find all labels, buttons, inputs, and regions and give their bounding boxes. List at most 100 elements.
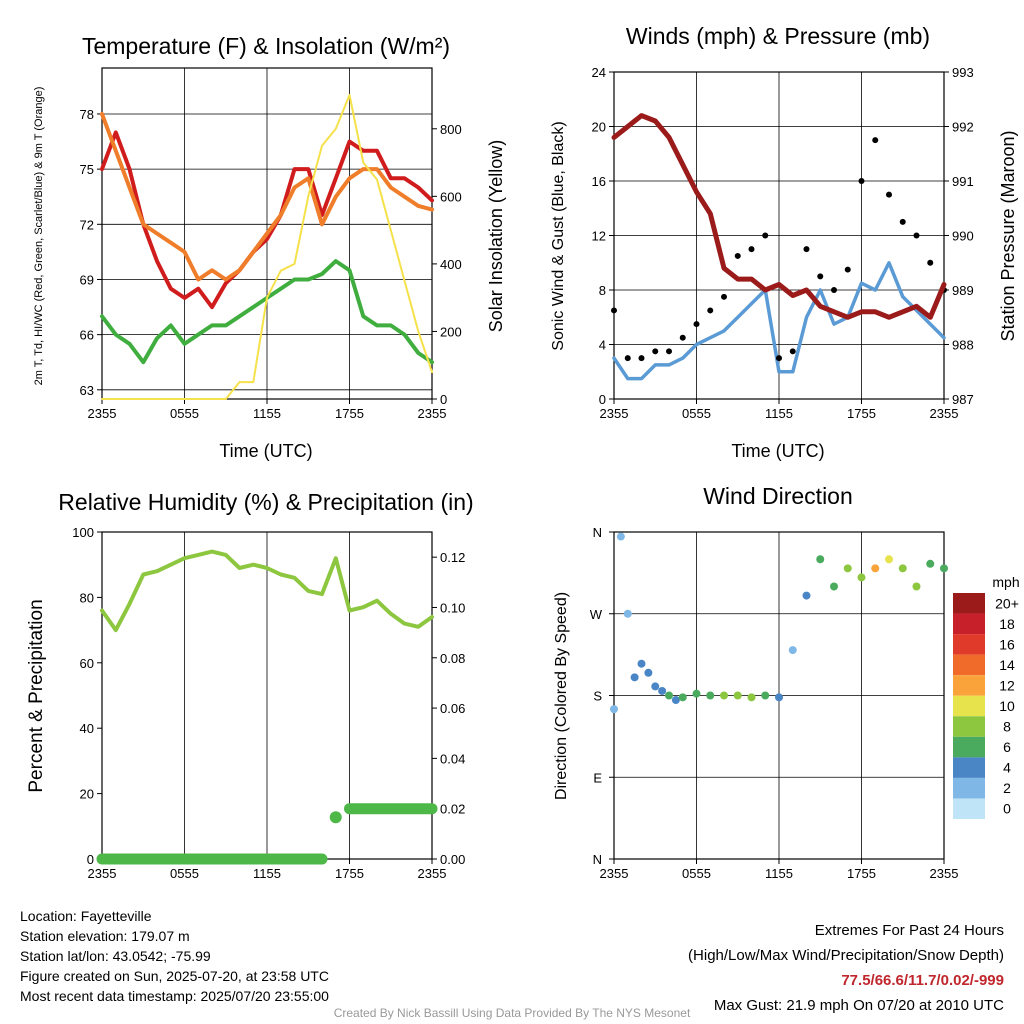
direction-point	[671, 696, 680, 705]
colorbar-level-label: 20+	[995, 595, 1019, 611]
gust-point	[872, 137, 879, 144]
gust-point	[858, 178, 865, 184]
gust-point	[638, 355, 645, 362]
gust-point	[693, 321, 700, 328]
y-tick-label: 100	[72, 525, 94, 540]
y2-tick-label: 0.04	[440, 751, 465, 766]
colorbar-level-label: 6	[1003, 739, 1011, 755]
series-2m-t	[100, 130, 434, 310]
colorbar-swatch	[953, 593, 985, 614]
y-tick-label: 12	[592, 229, 606, 244]
x-tick-label: 1755	[335, 866, 364, 881]
colorbar-level-label: 8	[1003, 719, 1011, 735]
created-text: Figure created on Sun, 2025-07-20, at 23…	[20, 968, 329, 984]
y-tick-label: 40	[80, 721, 94, 736]
y-tick-label: 80	[80, 590, 94, 605]
colorbar-swatch	[953, 634, 985, 655]
precip-point	[329, 811, 342, 824]
gust-point	[611, 307, 617, 314]
gust-point	[776, 355, 782, 362]
x-tick-label: 0555	[170, 406, 199, 421]
y2-tick-label: 0.06	[440, 701, 465, 716]
y2-tick-label: 0	[440, 392, 447, 407]
direction-point	[644, 668, 653, 677]
direction-point	[775, 693, 783, 702]
series-station-pressure	[611, 113, 947, 320]
gust-point	[624, 355, 631, 362]
direction-point	[623, 609, 632, 618]
extremes-title: Extremes For Past 24 Hours	[814, 922, 1004, 939]
direction-point	[912, 582, 921, 591]
pressure-ylabel: Station Pressure (Maroon)	[998, 130, 1018, 341]
latlon-text: Station lat/lon: 43.0542; -75.99	[20, 948, 211, 964]
direction-point	[788, 646, 797, 655]
extremes-values: 77.5/66.6/11.7/0.02/-999	[841, 972, 1004, 989]
y-tick-label: 75	[80, 162, 94, 177]
direction-point	[637, 659, 646, 668]
colorbar-level-label: 16	[999, 636, 1015, 652]
recent-text: Most recent data timestamp: 2025/07/20 2…	[20, 988, 329, 1004]
y-tick-label: 20	[80, 787, 94, 802]
direction-point	[898, 564, 907, 573]
gust-point	[831, 287, 837, 293]
temperature-title: Temperature (F) & Insolation (W/m²)	[82, 33, 450, 59]
y-tick-label: 63	[80, 383, 94, 398]
direction-point	[857, 573, 866, 582]
direction-point	[678, 693, 687, 702]
colorbar-swatch	[953, 798, 985, 819]
colorbar-swatch	[953, 695, 985, 717]
extremes-box: Extremes For Past 24 Hours (High/Low/Max…	[688, 918, 1004, 1018]
series-sonic-wind	[612, 261, 946, 381]
series-9m-t	[100, 112, 434, 282]
colorbar-swatch	[953, 654, 985, 676]
gust-point	[707, 307, 714, 314]
direction-ylabel: Direction (Colored By Speed)	[553, 592, 570, 800]
y2-tick-label: 200	[440, 324, 462, 339]
colorbar-swatch	[953, 716, 985, 737]
colorbar-swatch	[953, 757, 985, 778]
winds-panel: Winds (mph) & Pressure (mb) Sonic Wind &…	[550, 23, 1018, 461]
colorbar-swatch	[953, 736, 985, 758]
direction-point	[747, 693, 756, 702]
direction-point	[871, 564, 880, 573]
y2-tick-label: 0.10	[440, 600, 465, 615]
y-tick-label: 24	[592, 65, 606, 80]
gust-point	[789, 348, 796, 355]
x-tick-label: 2355	[930, 406, 959, 421]
x-tick-label: 1155	[253, 406, 281, 421]
direction-point	[816, 555, 825, 564]
colorbar-level-label: 14	[999, 657, 1015, 673]
y2-tick-label: 600	[440, 189, 462, 204]
direction-point	[658, 686, 667, 695]
y-tick-label: 78	[80, 107, 94, 122]
direction-point	[665, 691, 673, 700]
y-tick-label: 0	[599, 392, 606, 407]
winds-xlabel: Time (UTC)	[731, 441, 824, 461]
y-tick-label: 72	[80, 217, 94, 232]
y2-tick-label: 992	[952, 120, 974, 135]
direction-point	[706, 691, 715, 700]
gust-point	[844, 266, 851, 273]
temperature-ylabel: 2m T, Td, HI/WC (Red, Green, Scarlet/Blu…	[33, 87, 45, 386]
humidity-ylabel: Percent & Precipitation	[26, 599, 47, 792]
y-tick-label: 60	[80, 656, 94, 671]
direction-point	[692, 689, 701, 698]
y-tick-label: 8	[599, 283, 606, 298]
colorbar-swatch	[953, 613, 985, 635]
colorbar-level-label: 18	[999, 616, 1015, 632]
elevation-text: Station elevation: 179.07 m	[20, 928, 190, 944]
y2-tick-label: 988	[952, 338, 974, 353]
x-tick-label: 2355	[418, 406, 447, 421]
winds-title: Winds (mph) & Pressure (mb)	[626, 23, 930, 49]
y-tick-label: 16	[592, 174, 606, 189]
temperature-xlabel: Time (UTC)	[219, 441, 312, 461]
gust-point	[817, 273, 824, 280]
direction-point	[885, 555, 893, 564]
gust-point	[762, 232, 769, 239]
x-tick-label: 2355	[88, 406, 117, 421]
direction-point	[733, 691, 742, 700]
y-tick-label: N	[593, 525, 602, 540]
gust-point	[666, 348, 672, 355]
colorbar-level-label: 4	[1003, 760, 1011, 776]
